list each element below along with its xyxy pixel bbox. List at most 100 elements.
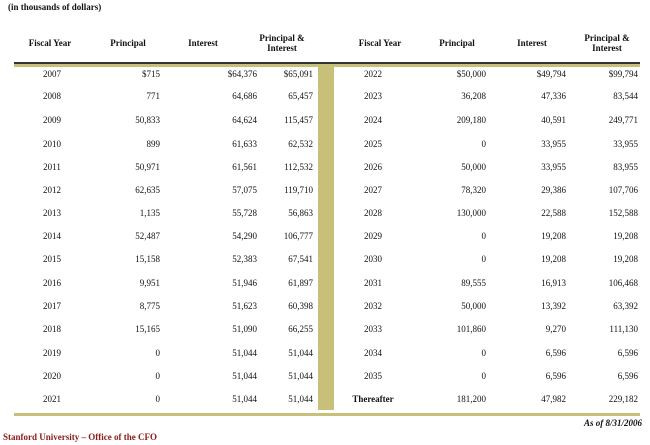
table-cell-principal-interest: 83,955 <box>613 162 638 172</box>
header-principal-right: Principal <box>439 38 475 48</box>
table-cell-fiscal-year: 2032 <box>364 301 382 311</box>
table-cell-principal: 899 <box>146 139 161 149</box>
table-cell-principal-interest: 51,044 <box>288 394 313 404</box>
table-cell-interest: 19,208 <box>541 231 566 241</box>
table-cell-principal: 181,200 <box>456 394 486 404</box>
table-cell-fiscal-year: 2034 <box>364 348 382 358</box>
table-cell-principal: 0 <box>481 231 487 241</box>
table-cell-principal: 36,208 <box>461 91 486 101</box>
table-cell-interest: 51,044 <box>232 371 257 381</box>
table-cell-principal: $50,000 <box>456 69 486 79</box>
table-cell-principal-interest: 152,588 <box>608 208 638 218</box>
table-cell-fiscal-year: 2016 <box>43 278 61 288</box>
table-cell-principal: 50,833 <box>135 115 160 125</box>
table-cell-fiscal-year: 2028 <box>364 208 382 218</box>
table-cell-principal: 50,000 <box>461 301 486 311</box>
table-cell-interest: 57,075 <box>232 185 257 195</box>
table-cell-principal-interest: 56,863 <box>288 208 313 218</box>
table-cell-interest: 51,044 <box>232 348 257 358</box>
table-cell-principal-interest: 229,182 <box>608 394 638 404</box>
table-cell-fiscal-year: 2020 <box>43 371 61 381</box>
table-cell-interest: 52,383 <box>232 254 257 264</box>
table-cell-interest: 33,955 <box>541 162 566 172</box>
table-cell-principal-interest: 19,208 <box>613 231 638 241</box>
table-cell-principal-interest: 106,777 <box>283 231 313 241</box>
table-cell-fiscal-year: 2017 <box>43 301 61 311</box>
table-cell-interest: 51,090 <box>232 324 257 334</box>
table-cell-principal-interest: 65,457 <box>288 91 313 101</box>
table-cell-principal: 8,775 <box>139 301 160 311</box>
table-cell-fiscal-year: 2008 <box>43 91 61 101</box>
table-cell-principal-interest: 60,398 <box>288 301 313 311</box>
table-cell-fiscal-year: 2033 <box>364 324 382 334</box>
table-cell-interest: 47,982 <box>541 394 566 404</box>
table-cell-principal: 130,000 <box>456 208 486 218</box>
table-cell-principal-interest: 107,706 <box>608 185 638 195</box>
table-cell-principal: 52,487 <box>135 231 160 241</box>
table-cell-fiscal-year: 2018 <box>43 324 61 334</box>
table-cell-interest: 51,044 <box>232 394 257 404</box>
table-cell-principal: 771 <box>146 91 161 101</box>
column-divider <box>318 64 334 410</box>
table-cell-principal: 9,951 <box>139 278 160 288</box>
header-interest-left: Interest <box>188 38 218 48</box>
table-cell-principal: 78,320 <box>461 185 486 195</box>
units-note: (in thousands of dollars) <box>8 2 102 12</box>
table-cell-principal-interest: 62,532 <box>288 139 313 149</box>
table-cell-interest: 40,591 <box>541 115 566 125</box>
table-cell-principal: 209,180 <box>456 115 486 125</box>
table-cell-interest: $64,376 <box>227 69 257 79</box>
table-cell-principal-interest: 67,541 <box>288 254 313 264</box>
header-fiscal-year-left: Fiscal Year <box>28 38 72 48</box>
table-cell-principal: 0 <box>481 348 487 358</box>
table-cell-principal-interest: 33,955 <box>613 139 638 149</box>
table-cell-fiscal-year: 2025 <box>364 139 382 149</box>
table-cell-principal-interest: 249,771 <box>608 115 638 125</box>
table-cell-fiscal-year: 2035 <box>364 371 382 381</box>
header-fiscal-year-right: Fiscal Year <box>358 38 402 48</box>
table-cell-interest: $49,794 <box>536 69 566 79</box>
table-cell-interest: 61,561 <box>232 162 257 172</box>
table-cell-principal: 0 <box>481 139 487 149</box>
table-cell-interest: 9,270 <box>545 324 566 334</box>
table-cell-interest: 13,392 <box>541 301 566 311</box>
table-cell-principal: 50,971 <box>135 162 160 172</box>
header-principal-interest-right: Principal & Interest <box>584 33 630 53</box>
table-cell-principal-interest: 106,468 <box>608 278 638 288</box>
table-cell-fiscal-year: 2019 <box>43 348 61 358</box>
header-interest-right: Interest <box>517 38 547 48</box>
table-cell-interest: 47,336 <box>541 91 566 101</box>
table-cell-fiscal-year: 2011 <box>43 162 61 172</box>
table-cell-interest: 6,596 <box>545 348 566 358</box>
table-cell-principal-interest: $65,091 <box>283 69 313 79</box>
table-cell-interest: 33,955 <box>541 139 566 149</box>
table-cell-interest: 64,624 <box>232 115 257 125</box>
table-cell-principal-interest: 61,897 <box>288 278 313 288</box>
table-cell-principal-interest: 119,710 <box>284 185 313 195</box>
table-cell-interest: 55,728 <box>232 208 257 218</box>
table-cell-principal: 15,165 <box>135 324 160 334</box>
table-cell-principal: 89,555 <box>461 278 486 288</box>
table-cell-fiscal-year: 2031 <box>364 278 382 288</box>
table-cell-fiscal-year: 2012 <box>43 185 61 195</box>
table-cell-fiscal-year: Thereafter <box>352 394 394 404</box>
table-cell-principal: 62,635 <box>135 185 160 195</box>
table-cell-interest: 19,208 <box>541 254 566 264</box>
table-cell-principal: 15,158 <box>135 254 160 264</box>
table-cell-fiscal-year: 2014 <box>43 231 61 241</box>
header-principal-left: Principal <box>110 38 146 48</box>
table-cell-principal: 0 <box>155 371 161 381</box>
table-cell-fiscal-year: 2029 <box>364 231 382 241</box>
table-cell-fiscal-year: 2027 <box>364 185 382 195</box>
table-cell-principal-interest: 51,044 <box>288 348 313 358</box>
table-cell-principal: 0 <box>155 394 161 404</box>
table-cell-principal: 0 <box>155 348 161 358</box>
table-cell-fiscal-year: 2007 <box>43 69 61 79</box>
table-cell-principal-interest: 112,532 <box>284 162 313 172</box>
table-cell-fiscal-year: 2021 <box>43 394 61 404</box>
table-cell-principal: 50,000 <box>461 162 486 172</box>
table-cell-principal-interest: 111,130 <box>609 324 638 334</box>
table-cell-principal-interest: 6,596 <box>617 348 638 358</box>
table-cell-interest: 51,946 <box>232 278 257 288</box>
table-cell-interest: 29,386 <box>541 185 566 195</box>
